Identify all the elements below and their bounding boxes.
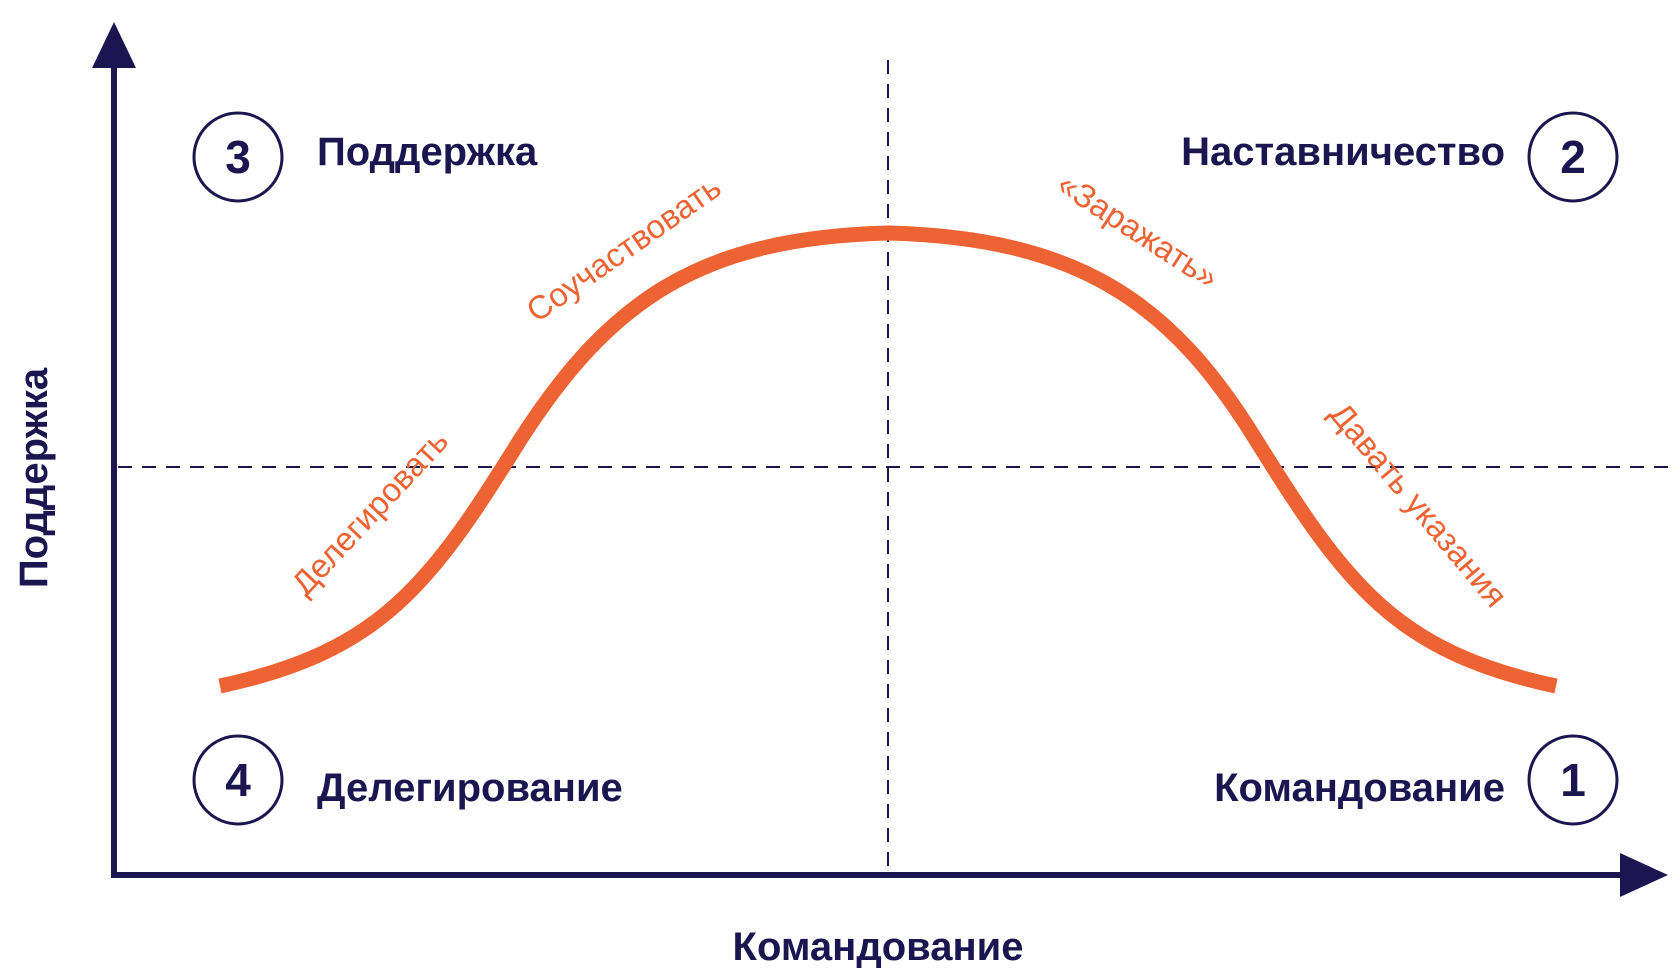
x-axis-arrow-icon — [1620, 853, 1668, 897]
quadrant-3-badge — [192, 111, 284, 203]
quadrant-2-number: 2 — [1560, 131, 1586, 183]
quadrant-1-badge — [1527, 734, 1619, 826]
quadrant-4-label: Делегирование — [317, 766, 623, 810]
x-axis-title: Командование — [733, 925, 1024, 969]
y-axis-arrow-icon — [92, 22, 136, 68]
quadrant-1-label: Командование — [1214, 766, 1505, 810]
curve-label-empathize: Соучаствовать — [519, 168, 727, 329]
quadrant-3-number: 3 — [225, 131, 251, 183]
leadership-style-curve — [218, 225, 1558, 694]
quadrant-2-label: Наставничество — [1181, 130, 1505, 174]
quadrant-4-number: 4 — [225, 754, 251, 806]
y-axis-title: Поддержка — [12, 367, 56, 588]
quadrant-1-number: 1 — [1560, 754, 1586, 806]
quadrant-2-badge — [1527, 111, 1619, 203]
quadrant-3-label: Поддержка — [317, 130, 538, 174]
quadrant-4-badge — [192, 734, 284, 826]
